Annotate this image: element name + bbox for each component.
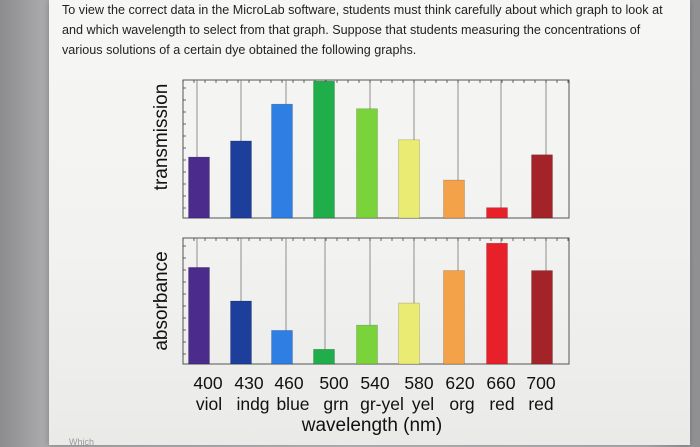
x-category-label: viol [196, 394, 222, 414]
bar [443, 179, 465, 219]
bar [356, 324, 378, 365]
intro-paragraph: To view the correct data in the MicroLab… [62, 3, 663, 57]
bar [443, 270, 465, 365]
x-tick-label: 460 [274, 373, 303, 393]
footer-text: Which [69, 437, 95, 447]
bar [188, 156, 210, 219]
x-tick-label: 700 [526, 373, 555, 393]
bar [486, 207, 508, 219]
x-tick-label: 430 [234, 373, 263, 393]
x-category-label: red [489, 394, 514, 414]
y-axis-label: absorbance [151, 251, 172, 350]
bar [313, 348, 335, 365]
x-tick-label: 540 [360, 373, 389, 393]
x-category-label: blue [276, 394, 309, 414]
bar [531, 154, 553, 219]
worksheet-page: To view the correct data in the MicroLab… [49, 0, 690, 447]
x-tick-label: 500 [319, 373, 348, 393]
x-category-label: gr-yel [360, 394, 404, 414]
y-axis-label: transmission [151, 84, 172, 191]
bar [356, 108, 378, 219]
x-category-label: org [449, 394, 474, 414]
bar [313, 80, 335, 219]
wavelength-chart: transmission absorbance 400 430 460 500 540 580… [151, 79, 570, 436]
bar [230, 300, 252, 365]
bar [486, 242, 508, 365]
x-tick-label: 580 [404, 373, 433, 393]
bar [230, 140, 252, 219]
x-category-label: red [528, 394, 553, 414]
bar [398, 302, 420, 365]
x-category-label: yel [412, 394, 434, 414]
x-category-label: grn [323, 394, 348, 414]
bar [188, 267, 210, 365]
x-axis-label: wavelength (nm) [301, 415, 442, 436]
bar [398, 139, 420, 219]
x-tick-label: 660 [486, 373, 515, 393]
x-tick-label: 620 [445, 373, 474, 393]
bar [271, 103, 293, 219]
x-category-label: indg [236, 394, 269, 414]
bar [271, 330, 293, 365]
x-tick-label: 400 [193, 373, 222, 393]
bar [531, 270, 553, 365]
